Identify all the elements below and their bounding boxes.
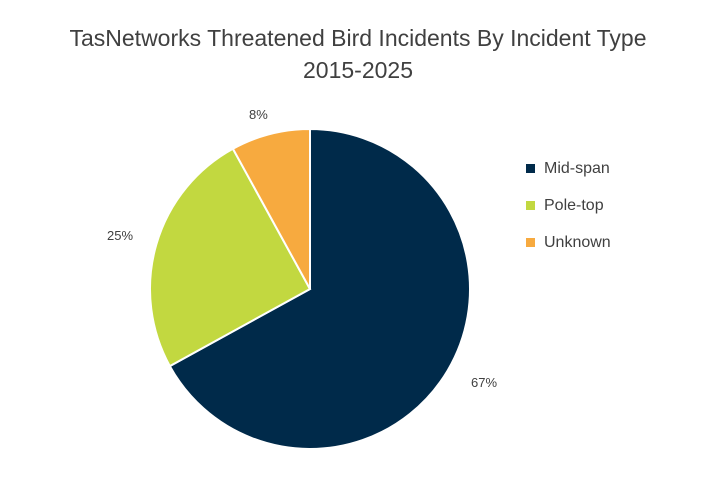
legend-label: Mid-span	[544, 159, 610, 177]
data-label-unknown: 8%	[249, 107, 268, 122]
pie-slice-mid-span	[168, 127, 471, 450]
chart-title-line-2: 2015-2025	[303, 57, 413, 83]
legend-swatch-unknown	[526, 238, 535, 247]
pie-slice-pole-top	[149, 147, 312, 368]
legend: Mid-span Pole-top Unknown	[526, 150, 611, 261]
legend-swatch-mid-span	[526, 164, 535, 173]
legend-label: Unknown	[544, 233, 611, 251]
chart-title: TasNetworks Threatened Bird Incidents By…	[0, 22, 716, 86]
legend-item-unknown: Unknown	[526, 224, 611, 261]
legend-swatch-pole-top	[526, 201, 535, 210]
data-label-mid-span: 67%	[471, 375, 498, 390]
legend-item-mid-span: Mid-span	[526, 150, 611, 187]
chart-title-line-1: TasNetworks Threatened Bird Incidents By…	[69, 25, 647, 51]
legend-label: Pole-top	[544, 196, 604, 214]
data-label-pole-top: 25%	[107, 228, 134, 243]
pie-slice-unknown	[231, 127, 311, 290]
legend-item-pole-top: Pole-top	[526, 187, 611, 224]
